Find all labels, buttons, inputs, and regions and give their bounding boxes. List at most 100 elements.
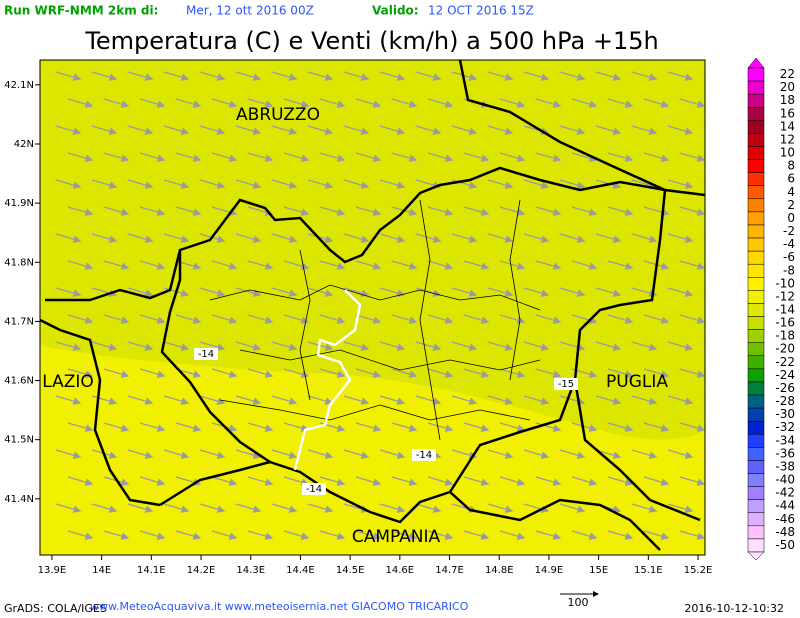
- wind-arrow: [211, 314, 238, 324]
- wind-arrow: [667, 341, 694, 351]
- wind-arrow: [307, 71, 334, 81]
- municipal-borders: [209, 199, 541, 441]
- x-tick-label: 14.6E: [386, 565, 415, 576]
- wind-arrow: [139, 98, 166, 108]
- wind-arrow: [607, 152, 634, 162]
- map-area: [40, 60, 705, 555]
- wind-arrow: [559, 179, 586, 189]
- colorbar-cap: [747, 551, 765, 561]
- wind-arrow: [643, 368, 670, 378]
- wind-arrow: [247, 260, 274, 270]
- wind-arrow: [427, 476, 454, 486]
- colorbar-box: [747, 80, 765, 95]
- wind-arrow: [343, 71, 370, 81]
- wind-arrow: [91, 179, 118, 189]
- wind-arrow: [319, 98, 346, 108]
- wind-arrow: [247, 476, 274, 486]
- wind-arrow: [91, 395, 118, 405]
- colorbar-box: [747, 499, 765, 514]
- wind-arrow: [67, 314, 94, 324]
- wind-arrow: [487, 179, 514, 189]
- wind-arrow: [235, 125, 262, 135]
- wind-arrow: [391, 422, 418, 432]
- wind-arrow: [343, 179, 370, 189]
- wind-arrow: [667, 287, 694, 297]
- wind-arrow: [235, 287, 262, 297]
- wind-arrow: [163, 125, 190, 135]
- valid-label: Valido:: [372, 4, 419, 18]
- map-frame: [39, 59, 706, 556]
- wind-arrow: [679, 152, 705, 162]
- wind-arrow: [559, 233, 586, 243]
- x-tick-label: 14.7E: [435, 565, 464, 576]
- wind-arrow: [523, 503, 550, 513]
- wind-arrow: [139, 368, 166, 378]
- wind-arrow: [415, 233, 442, 243]
- wind-arrow: [427, 98, 454, 108]
- wind-arrow: [535, 476, 562, 486]
- colorbar-label: -10: [775, 276, 795, 290]
- wind-arrow: [523, 341, 550, 351]
- wind-arrow: [283, 530, 310, 540]
- colorbar-box: [747, 512, 765, 527]
- wind-arrow: [679, 530, 705, 540]
- colorbar-label: -50: [775, 538, 795, 552]
- chart-title: Temperatura (C) e Venti (km/h) a 500 hPa…: [84, 27, 658, 55]
- wind-arrow: [127, 449, 154, 459]
- colorbar-label: -4: [783, 237, 795, 251]
- wind-arrow: [235, 503, 262, 513]
- wind-arrow: [643, 206, 670, 216]
- wind-arrow: [67, 152, 94, 162]
- wind-arrow: [427, 368, 454, 378]
- wind-arrow: [211, 476, 238, 486]
- wind-arrow: [391, 260, 418, 270]
- credit: GrADS: COLA/IGES: [4, 602, 107, 615]
- wind-arrow: [679, 422, 705, 432]
- wind-arrow: [703, 503, 705, 505]
- wind-arrow: [679, 314, 705, 324]
- wind-arrow: [55, 503, 82, 513]
- wind-arrow: [139, 260, 166, 270]
- wind-arrow: [499, 260, 526, 270]
- wind-arrow: [559, 287, 586, 297]
- wind-arrow: [307, 395, 334, 405]
- wind-arrow: [271, 449, 298, 459]
- wind-arrow: [571, 530, 598, 540]
- wind-arrow: [595, 125, 622, 135]
- wind-arrow: [211, 368, 238, 378]
- wind-arrow: [679, 260, 705, 270]
- wind-arrow: [607, 476, 634, 486]
- colorbar-label: -40: [775, 473, 795, 487]
- colorbar-box: [747, 434, 765, 448]
- wind-arrow: [127, 287, 154, 297]
- wind-arrow: [631, 125, 658, 135]
- colorbar-label: -46: [775, 512, 795, 526]
- wind-arrow: [379, 179, 406, 189]
- colorbar-label: -28: [775, 394, 795, 408]
- wind-arrow: [199, 395, 226, 405]
- x-tick-label: 15.2E: [684, 565, 713, 576]
- wind-arrow: [415, 125, 442, 135]
- wind-arrow: [55, 71, 82, 81]
- wind-arrow: [271, 125, 298, 135]
- wind-arrow: [343, 287, 370, 297]
- x-tick-label: 15.1E: [634, 565, 663, 576]
- wind-arrow: [319, 530, 346, 540]
- colorbar-box: [747, 473, 765, 487]
- colorbar-label: -32: [775, 420, 795, 434]
- wind-arrow: [139, 314, 166, 324]
- wind-arrow: [235, 341, 262, 351]
- wind-arrow: [463, 314, 490, 324]
- contour-label-bg: [302, 483, 326, 495]
- region-label: LAZIO: [42, 372, 94, 392]
- wind-arrow: [631, 503, 658, 513]
- wind-arrow: [427, 530, 454, 540]
- colorbar-box: [747, 277, 765, 291]
- colorbar-box: [747, 185, 765, 200]
- colorbar-label: -22: [775, 355, 795, 369]
- colorbar-label: 6: [787, 172, 795, 186]
- wind-arrow: [211, 260, 238, 270]
- valid-date: 12 OCT 2016 15Z: [428, 4, 534, 18]
- wind-arrow: [631, 233, 658, 243]
